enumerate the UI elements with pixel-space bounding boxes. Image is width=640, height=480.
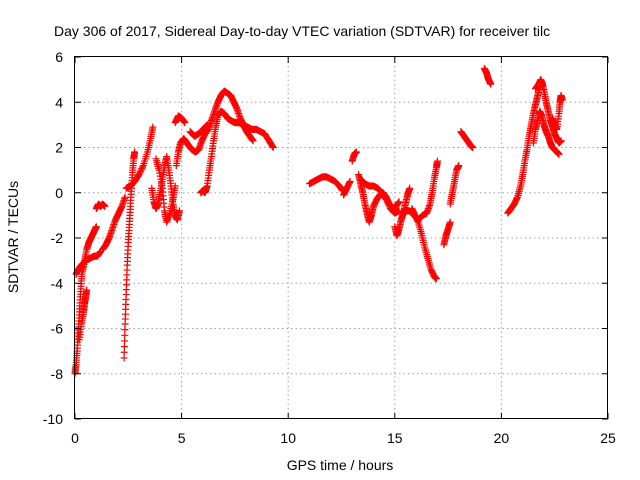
- data-point-marker: [539, 82, 547, 90]
- y-tick-label: 6: [55, 49, 63, 65]
- data-point-marker: [455, 162, 463, 170]
- x-tick-label: 5: [178, 430, 186, 446]
- y-axis-label: SDTVAR / TECUs: [5, 181, 21, 293]
- data-point-marker: [202, 122, 210, 130]
- data-point-marker: [384, 200, 392, 208]
- y-tick-label: 2: [55, 140, 63, 156]
- data-point-marker: [406, 184, 414, 192]
- chart-title: Day 306 of 2017, Sidereal Day-to-day VTE…: [54, 23, 550, 39]
- data-point-marker: [395, 198, 403, 206]
- data-point-marker: [469, 144, 477, 151]
- data-point-marker: [149, 123, 157, 131]
- data-point-marker: [135, 171, 143, 179]
- data-point-marker: [137, 166, 145, 174]
- y-tick-label: -8: [51, 366, 64, 382]
- data-point-marker: [175, 207, 183, 215]
- data-point-marker: [383, 197, 391, 205]
- data-point-marker: [202, 122, 210, 130]
- y-tick-label: -2: [51, 230, 64, 246]
- data-point-marker: [269, 144, 277, 151]
- x-tick-label: 15: [387, 430, 403, 446]
- data-point-marker: [558, 96, 566, 104]
- data-point-marker: [346, 177, 354, 185]
- data-point-marker: [136, 168, 144, 176]
- data-point-marker: [446, 218, 454, 226]
- y-tick-label: -4: [51, 275, 64, 291]
- data-point-marker: [557, 137, 565, 145]
- data-point-marker: [384, 199, 392, 207]
- data-points: [71, 64, 566, 378]
- data-point-marker: [433, 157, 441, 165]
- data-point-marker: [92, 223, 100, 231]
- axes: [74, 56, 609, 420]
- data-point-marker: [432, 275, 440, 283]
- data-point-marker: [249, 137, 257, 145]
- tick-labels: 0 5 10 15 20 25 -10 -8 -6 -4 -2 0 2 4 6: [43, 49, 616, 446]
- x-tick-label: 20: [494, 430, 510, 446]
- grid-lines: [75, 57, 608, 419]
- y-tick-label: -10: [43, 411, 63, 427]
- data-point-marker: [385, 202, 393, 210]
- data-point-marker: [101, 202, 109, 210]
- data-point-marker: [269, 142, 277, 150]
- y-tick-label: 0: [55, 185, 63, 201]
- data-point-marker: [203, 121, 211, 129]
- data-point-marker: [181, 119, 189, 127]
- y-tick-label: 4: [55, 94, 63, 110]
- x-axis-label: GPS time / hours: [287, 457, 394, 473]
- x-tick-label: 10: [280, 430, 296, 446]
- data-point-marker: [487, 80, 495, 88]
- data-point-marker: [138, 165, 146, 173]
- data-point-marker: [121, 193, 129, 201]
- data-point-marker: [136, 169, 144, 177]
- data-point-marker: [171, 182, 179, 190]
- data-point-marker: [83, 286, 91, 294]
- data-point-marker: [382, 196, 390, 204]
- y-tick-label: -6: [51, 321, 64, 337]
- x-tick-label: 25: [600, 430, 616, 446]
- data-point-marker: [131, 148, 139, 156]
- data-point-marker: [139, 163, 147, 171]
- data-point-marker: [555, 150, 563, 158]
- x-tick-label: 0: [71, 430, 79, 446]
- data-point-marker: [352, 148, 360, 156]
